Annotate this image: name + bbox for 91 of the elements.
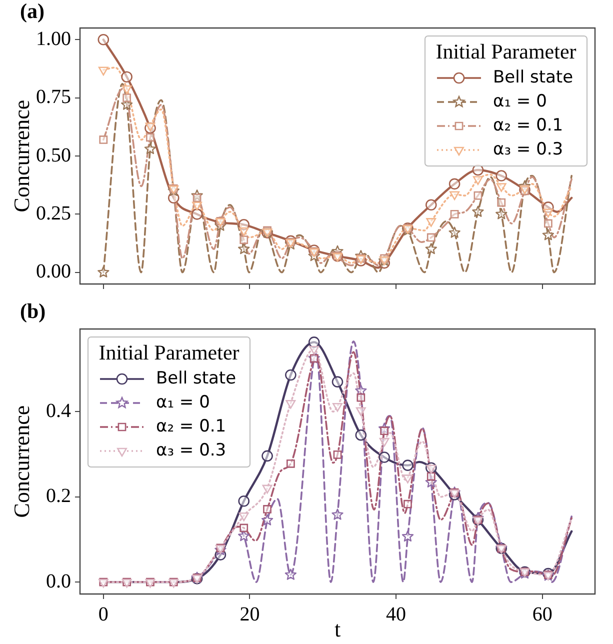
point <box>286 459 295 468</box>
x-tick-label: 20 <box>240 603 260 626</box>
point <box>402 530 414 542</box>
point <box>448 178 460 190</box>
point <box>238 227 249 236</box>
point <box>121 71 132 83</box>
point <box>262 484 272 494</box>
y-tick-label: 0.00 <box>36 260 71 283</box>
chart-title: (a) <box>20 0 44 23</box>
y-tick-label: 1.00 <box>36 28 71 50</box>
point <box>496 183 506 192</box>
point <box>333 450 342 459</box>
point <box>98 34 110 46</box>
legend-label: Bell state <box>493 67 574 88</box>
point <box>497 198 506 207</box>
y-axis-title: Concurrence <box>8 405 34 518</box>
point <box>472 206 484 217</box>
point <box>145 122 156 132</box>
point <box>450 210 459 218</box>
legend-label: α₂ = 0.1 <box>156 416 226 436</box>
y-tick-label: 0.4 <box>46 400 71 422</box>
y-tick-label: 0.75 <box>36 86 71 108</box>
legend-label: α₂ = 0.1 <box>493 115 564 136</box>
y-tick-label: 0.0 <box>46 570 71 592</box>
point <box>380 426 389 436</box>
point <box>238 530 250 542</box>
point <box>284 568 297 580</box>
point <box>122 85 132 94</box>
point <box>332 508 344 520</box>
point <box>474 191 482 200</box>
point <box>355 429 367 441</box>
point <box>496 170 508 182</box>
point <box>426 233 436 242</box>
point <box>332 376 344 388</box>
chart-title: (b) <box>20 298 46 323</box>
point <box>238 512 249 522</box>
point <box>543 208 554 218</box>
point <box>122 94 132 102</box>
point <box>261 514 274 526</box>
point <box>378 452 390 463</box>
point <box>309 346 320 355</box>
y-tick-label: 0.25 <box>36 202 71 224</box>
point <box>426 218 436 227</box>
y-tick-label: 0.2 <box>46 485 71 508</box>
point <box>448 226 460 238</box>
x-tick-label: 0 <box>98 603 108 626</box>
point <box>238 495 250 507</box>
point <box>402 474 413 484</box>
x-axis-title: t <box>334 616 341 642</box>
point <box>286 400 296 409</box>
point <box>98 66 108 76</box>
point <box>356 393 366 402</box>
point <box>425 242 437 254</box>
legend-label: α₁ = 0 <box>156 392 210 412</box>
point <box>425 199 437 211</box>
point <box>450 191 460 200</box>
point <box>402 460 414 471</box>
point <box>356 407 366 416</box>
point <box>192 194 202 202</box>
point <box>262 450 273 462</box>
point <box>144 142 156 154</box>
point <box>472 176 483 185</box>
legend-label: α₁ = 0 <box>493 91 547 112</box>
point <box>332 402 342 412</box>
legend-title: Initial Parameter <box>98 340 240 365</box>
point <box>496 208 508 220</box>
y-axis-title: Concurrence <box>8 100 34 212</box>
x-tick-label: 60 <box>532 603 552 626</box>
point <box>308 336 320 348</box>
point <box>238 242 250 254</box>
point <box>146 133 154 142</box>
legend-label: α₃ = 0.3 <box>493 139 564 160</box>
y-tick-label: 0.50 <box>36 144 71 166</box>
point <box>99 136 108 144</box>
point <box>426 472 436 481</box>
point <box>542 229 554 240</box>
point <box>191 208 203 220</box>
point <box>404 500 412 508</box>
legend-label: Bell state <box>156 368 236 388</box>
point <box>263 505 272 514</box>
x-tick-label: 40 <box>386 603 406 626</box>
point <box>98 266 110 278</box>
point <box>379 438 390 447</box>
point <box>192 202 202 211</box>
point <box>240 236 248 244</box>
legend-label: α₃ = 0.3 <box>156 440 226 460</box>
point <box>426 464 436 474</box>
point <box>285 369 296 381</box>
legend-title: Initial Parameter <box>436 40 576 64</box>
point <box>240 524 248 532</box>
point <box>544 219 552 228</box>
